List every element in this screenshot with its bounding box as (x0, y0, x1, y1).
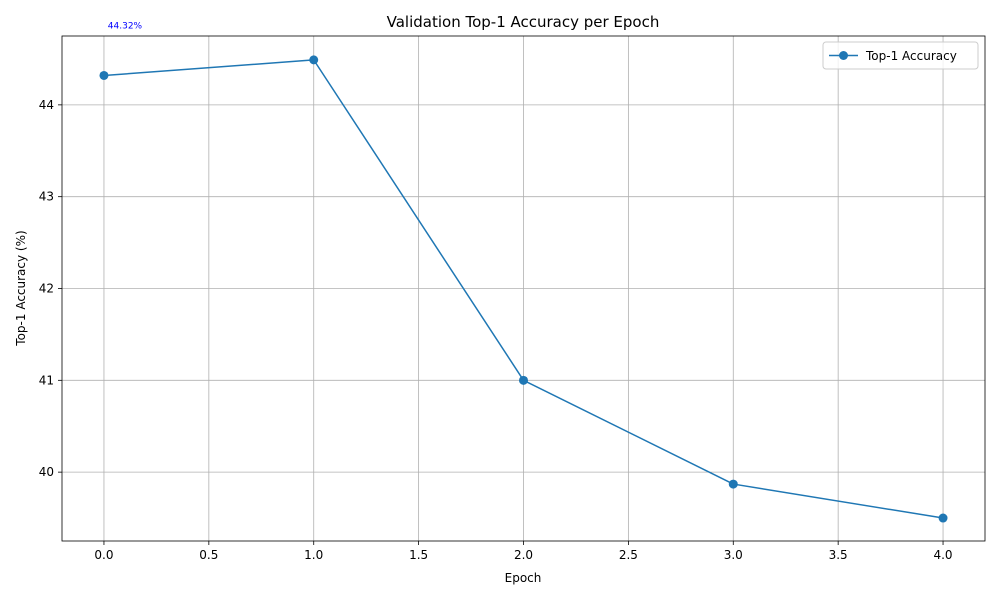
x-tick-label: 1.0 (304, 548, 323, 562)
legend: Top-1 Accuracy (822, 41, 979, 70)
y-tick-label: 42 (39, 282, 54, 296)
data-point-marker (728, 479, 738, 489)
data-point-marker (309, 55, 319, 65)
x-tick-label: 3.0 (724, 548, 743, 562)
x-tick-label: 3.5 (829, 548, 848, 562)
legend-entry-label: Top-1 Accuracy (865, 49, 957, 63)
chart-title: Validation Top-1 Accuracy per Epoch (387, 13, 660, 31)
y-tick-label: 41 (39, 373, 54, 387)
data-label: 44.32% (108, 21, 143, 31)
x-tick-label: 2.0 (514, 548, 533, 562)
series-layer (99, 55, 948, 523)
data-point-marker (938, 513, 948, 523)
y-tick-label: 40 (39, 465, 54, 479)
grid (62, 36, 985, 541)
x-tick-label: 1.5 (409, 548, 428, 562)
x-tick-label: 0.0 (94, 548, 113, 562)
y-tick-label: 43 (39, 190, 54, 204)
data-point-marker (519, 375, 528, 385)
data-point-marker (99, 70, 109, 80)
y-tick-label: 44 (39, 98, 54, 112)
annotations: 44.32% (108, 21, 143, 31)
x-tick-label: 0.5 (199, 548, 218, 562)
x-axis-label: Epoch (505, 571, 542, 585)
ticks: 0.0 0.5 1.0 1.5 2.0 2.5 3.0 3.5 4.0 40 41 42 43 44 (39, 98, 953, 562)
x-tick-label: 4.0 (933, 548, 952, 562)
legend-marker-swatch (839, 51, 848, 60)
legend-box (822, 41, 979, 70)
y-axis-label: Top-1 Accuracy (%) (14, 230, 28, 346)
x-tick-label: 2.5 (619, 548, 638, 562)
